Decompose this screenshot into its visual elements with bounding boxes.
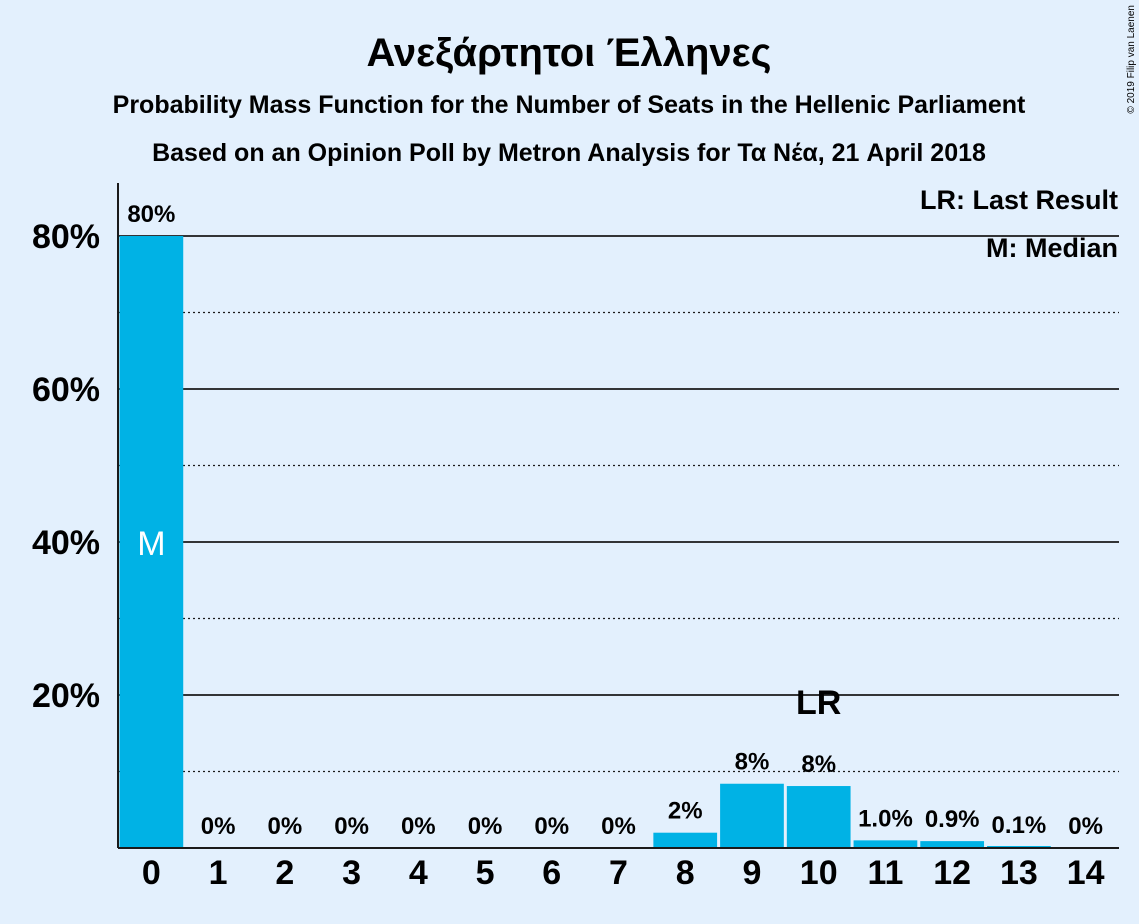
chart-title: Ανεξάρτητοι Έλληνες [367, 31, 772, 75]
y-tick-label: 80% [32, 218, 100, 256]
bar [720, 783, 784, 848]
y-tick-label: 20% [32, 677, 100, 715]
x-tick-label: 8 [676, 854, 695, 892]
legend-entry: M: Median [986, 233, 1118, 263]
x-axis: 0 1 2 3 4 5 6 7 8 9 10 11 12 13 14 [142, 854, 1105, 892]
chart-subtitle: Probability Mass Function for the Number… [113, 91, 1026, 119]
bar [119, 236, 184, 848]
legend: LR: Last Result M: Median [920, 185, 1118, 263]
data-labels: 80% M 0% 0% 0% 0% 0% 0% 0% 2% 8% 8% LR 1.0% 0.9% 0.1% 0% [127, 201, 1103, 840]
median-marker: M [137, 525, 165, 563]
data-label: 0% [334, 813, 369, 840]
x-tick-label: 7 [609, 854, 628, 892]
data-label: 0% [267, 813, 302, 840]
bar [853, 840, 918, 848]
bar [786, 786, 851, 848]
y-tick-label: 40% [32, 524, 100, 562]
data-label: 0.9% [925, 806, 980, 833]
y-tick-label: 60% [32, 371, 100, 409]
last-result-marker: LR [796, 684, 841, 722]
data-label: 1.0% [858, 805, 913, 832]
x-tick-label: 4 [409, 854, 428, 892]
x-tick-label: 5 [476, 854, 495, 892]
x-tick-label: 2 [275, 854, 294, 892]
x-tick-label: 14 [1067, 854, 1105, 892]
legend-entry: LR: Last Result [920, 185, 1118, 215]
x-tick-label: 0 [142, 854, 161, 892]
bar [920, 841, 985, 848]
x-tick-label: 13 [1000, 854, 1038, 892]
bars [119, 236, 1051, 848]
gridlines [118, 235, 1119, 773]
chart-subtitle-source: Based on an Opinion Poll by Metron Analy… [152, 139, 986, 167]
x-tick-label: 10 [800, 854, 838, 892]
x-tick-label: 9 [743, 854, 762, 892]
data-label: 0% [534, 813, 569, 840]
data-label: 80% [127, 201, 175, 228]
y-axis: 20% 40% 60% 80% [32, 218, 100, 715]
data-label: 0.1% [992, 812, 1047, 839]
data-label: 0% [601, 813, 636, 840]
copyright-note: © 2019 Filip van Laenen [1126, 5, 1137, 114]
data-label: 0% [468, 813, 503, 840]
x-tick-label: 11 [867, 854, 903, 892]
x-tick-label: 3 [342, 854, 361, 892]
bar [653, 832, 718, 848]
data-label: 8% [735, 749, 770, 776]
x-tick-label: 6 [542, 854, 561, 892]
data-label: 2% [668, 798, 703, 825]
data-label: 8% [801, 751, 836, 778]
data-label: 0% [401, 813, 436, 840]
data-label: 0% [201, 813, 236, 840]
x-tick-label: 1 [209, 854, 228, 892]
x-tick-label: 12 [933, 854, 971, 892]
data-label: 0% [1068, 813, 1103, 840]
